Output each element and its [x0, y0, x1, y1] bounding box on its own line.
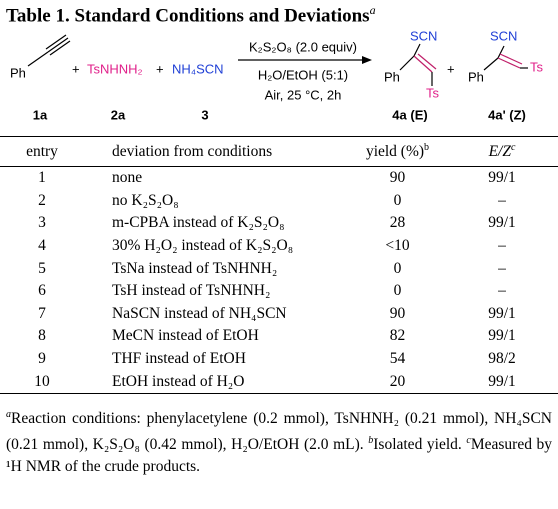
- table-cell: no K₂S₂O₈: [112, 191, 179, 209]
- table-cell: 99/1: [488, 304, 516, 322]
- header-text: yield (%): [365, 143, 425, 161]
- footnote: cMeasured by ¹H NMR of the crude product…: [6, 435, 553, 476]
- table-cell: none: [112, 169, 143, 187]
- table-cell: 6: [38, 282, 46, 300]
- table-row: 2 no K₂S₂O₈ 0 –: [0, 190, 558, 213]
- table-cell: THF instead of EtOH: [112, 350, 246, 368]
- title-label: Table 1.: [6, 5, 70, 27]
- column-header: deviation from conditions: [84, 136, 349, 167]
- table-cell: 4: [38, 237, 46, 255]
- table-cell: 0: [393, 191, 402, 209]
- footnote-mark: b: [368, 435, 374, 447]
- ph: Ph: [468, 69, 484, 84]
- table-row: 5 TsNa instead of TsNHNH₂ 0 –: [0, 257, 558, 280]
- table-cell: 1: [38, 169, 46, 187]
- table-cell: –: [498, 282, 506, 300]
- ph: Ph: [10, 65, 26, 80]
- footnote-mark: b: [424, 141, 430, 153]
- scn: SCN: [410, 28, 437, 43]
- table-row: 1 none 90 99/1: [0, 167, 558, 190]
- table-cell: 9: [38, 350, 46, 368]
- footnote: aReaction conditions: phenylacetylene (0…: [6, 409, 552, 454]
- table-cell: –: [498, 237, 506, 255]
- table-cell: 28: [389, 214, 406, 232]
- footnote: bIsolated yield.: [368, 435, 462, 454]
- compound-label: 2a: [111, 107, 126, 122]
- table-row: 8 MeCN instead of EtOH 82 99/1: [0, 325, 558, 348]
- table-cell: 8: [38, 327, 46, 345]
- footnotes: aReaction conditions: phenylacetylene (0…: [6, 404, 552, 478]
- compound-label: 3: [201, 107, 208, 122]
- footnote-text: Reaction conditions: phenylacetylene (0.…: [6, 410, 552, 454]
- table-row: 3 m-CPBA instead of K₂S₂O₈ 28 99/1: [0, 212, 558, 235]
- ts: Ts: [530, 59, 544, 74]
- table-cell: 10: [0, 370, 84, 394]
- table-cell: –: [498, 259, 506, 277]
- scn: SCN: [490, 28, 517, 43]
- ts: Ts: [426, 85, 440, 100]
- table-cell: EtOH instead of H₂O: [84, 370, 349, 394]
- table-cell: 7: [38, 304, 46, 322]
- table-cell: MeCN instead of EtOH: [112, 327, 259, 345]
- footnote-mark: a: [6, 409, 11, 420]
- table-cell: 5: [38, 259, 46, 277]
- table-cell: 2: [38, 191, 46, 209]
- footnote-mark: c: [510, 141, 516, 153]
- table-cell: TsNa instead of TsNHNH₂: [112, 259, 278, 277]
- compound-label: 4a' (Z): [488, 107, 526, 122]
- table-cell: 82: [389, 327, 406, 345]
- table-title: Table 1. Standard Conditions and Deviati…: [6, 3, 376, 27]
- compound-label: 1a: [33, 107, 48, 122]
- table-cell: TsH instead of TsNHNH₂: [112, 282, 271, 300]
- footnote-text: Isolated yield.: [373, 436, 462, 454]
- table-row: 4 30% H₂O₂ instead of K₂S₂O₈ <10 –: [0, 235, 558, 258]
- column-header: yield (%)b: [349, 136, 446, 167]
- table-cell: 54: [389, 350, 406, 368]
- table-cell: 90: [389, 169, 406, 187]
- data-table: entry deviation from conditions yield (%)b…: [0, 136, 558, 394]
- reaction-scheme: Ph + TsNHNH₂ + NH₄SCN K₂S₂O₈ (2.0 equiv)…: [10, 28, 544, 122]
- plus: +: [156, 61, 164, 76]
- conditions: Air, 25 °C, 2h: [265, 87, 342, 102]
- conditions: K₂S₂O₈ (2.0 equiv): [249, 39, 357, 54]
- table-cell: 0: [393, 282, 402, 300]
- plus: +: [72, 61, 80, 76]
- plus: +: [447, 61, 455, 76]
- ph: Ph: [384, 69, 400, 84]
- table-cell: 99/1: [488, 214, 516, 232]
- header-text: deviation from conditions: [112, 142, 273, 160]
- column-header: entry: [0, 136, 84, 167]
- footnote-mark: c: [466, 435, 471, 447]
- compound-label: 4a (E): [392, 107, 427, 122]
- footnote-text: Measured by ¹H NMR of the crude products…: [6, 436, 553, 476]
- table-row: 9 THF instead of EtOH 54 98/2: [0, 348, 558, 371]
- reagent: TsNHNH₂: [87, 61, 143, 76]
- table-cell: NaSCN instead of NH₄SCN: [112, 304, 287, 322]
- reagent: NH₄SCN: [172, 61, 224, 76]
- header-text: entry: [26, 142, 58, 160]
- table-cell: 20: [349, 370, 446, 394]
- table-cell: 90: [389, 304, 406, 322]
- table-cell: <10: [385, 237, 410, 255]
- table-cell: 99/1: [488, 327, 516, 345]
- conditions: H₂O/EtOH (5:1): [258, 67, 348, 82]
- table-cell: m-CPBA instead of K₂S₂O₈: [112, 214, 285, 232]
- table-cell: 99/1: [488, 169, 516, 187]
- table-cell: 0: [393, 259, 402, 277]
- title-text: Standard Conditions and Deviations: [74, 5, 370, 27]
- table-row: 10 EtOH instead of H₂O 20 99/1: [0, 370, 558, 394]
- footnote-mark: a: [369, 3, 376, 17]
- table-cell: 30% H₂O₂ instead of K₂S₂O₈: [112, 237, 294, 255]
- table-cell: 99/1: [446, 370, 558, 394]
- table-row: 7 NaSCN instead of NH₄SCN 90 99/1: [0, 303, 558, 326]
- table-cell: 98/2: [488, 350, 516, 368]
- column-header: E/Zc: [446, 136, 558, 167]
- table-cell: –: [498, 191, 506, 209]
- table-cell: 3: [38, 214, 46, 232]
- header-text: E/Z: [488, 143, 511, 161]
- table-row: 6 TsH instead of TsNHNH₂ 0 –: [0, 280, 558, 303]
